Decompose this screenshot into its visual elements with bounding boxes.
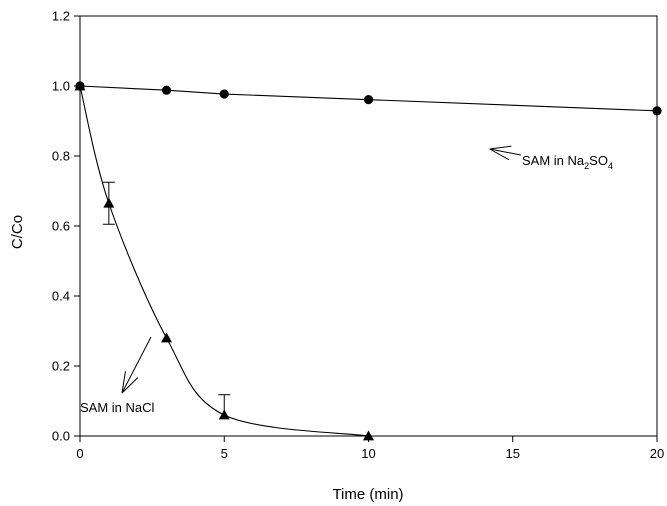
data-point-triangle xyxy=(363,430,374,441)
y-tick-label: 0.4 xyxy=(52,289,70,304)
plot-frame xyxy=(79,15,658,437)
data-point-triangle xyxy=(103,197,115,208)
x-tick-label: 10 xyxy=(361,446,375,461)
annotation-arrow xyxy=(121,336,152,394)
data-point-circle xyxy=(652,106,662,116)
y-tick-label: 0.0 xyxy=(52,429,70,444)
arrow-head xyxy=(489,145,512,150)
arrow-head xyxy=(121,377,139,394)
data-point-circle xyxy=(219,89,229,99)
data-point-triangle xyxy=(218,409,230,420)
y-tick-label: 0.2 xyxy=(52,359,70,374)
data-point-triangle xyxy=(161,332,173,343)
y-tick-label: 1.2 xyxy=(52,9,70,24)
x-tick-label: 0 xyxy=(76,446,83,461)
x-tick-label: 15 xyxy=(506,446,520,461)
y-tick-label: 0.8 xyxy=(52,149,70,164)
annotation-layer: SAM in Na2SO4 SAM in NaCl xyxy=(80,145,613,415)
y-tick-label: 1.0 xyxy=(52,79,70,94)
annotation-arrow xyxy=(489,148,522,156)
series-layer xyxy=(74,80,662,441)
axes: 0 5 10 15 20 0.0 0.2 0.4 0.6 0.8 1.0 1.2 xyxy=(52,9,664,462)
data-point-triangle xyxy=(74,80,86,91)
x-tick-label: 20 xyxy=(650,446,664,461)
y-tick-label: 0.6 xyxy=(52,219,70,234)
x-tick-label: 5 xyxy=(221,446,228,461)
arrow-head xyxy=(489,148,510,161)
annotation-nacl: SAM in NaCl xyxy=(80,400,155,415)
y-axis-title: C/Co xyxy=(9,215,26,249)
data-point-circle xyxy=(161,85,172,95)
x-axis-title: Time (min) xyxy=(332,486,403,503)
data-point-circle xyxy=(363,95,374,105)
annotation-na2so4: SAM in Na2SO4 xyxy=(522,153,613,171)
arrow-head xyxy=(121,371,126,394)
